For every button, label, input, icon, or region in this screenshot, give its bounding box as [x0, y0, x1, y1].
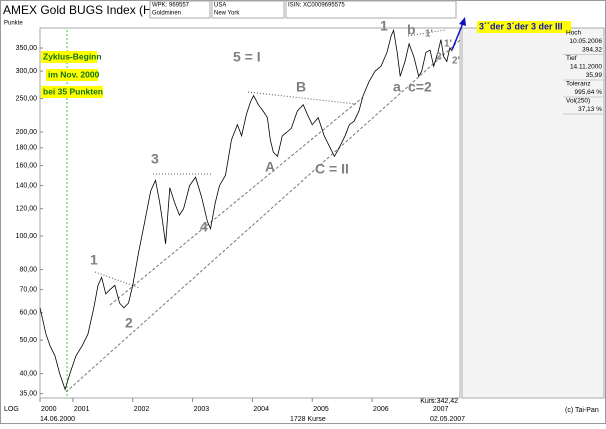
y-tick-label: 250,00: [16, 95, 38, 102]
info-text: 37,13 %: [578, 106, 602, 113]
highlight: [41, 86, 103, 98]
header-box: [211, 0, 285, 19]
arrow-head: [459, 17, 466, 26]
wave-label: 5 = I: [233, 49, 261, 65]
x-tick-label: 2004: [253, 406, 269, 413]
header-box: [285, 0, 457, 19]
info-text: 14.11.2000: [570, 64, 602, 71]
header-field: USA: [214, 3, 226, 9]
footer-start: 14.06.2000: [40, 416, 75, 423]
wave-label: 3: [151, 151, 159, 167]
info-text: Toleranz: [566, 81, 591, 88]
y-tick-label: 160,00: [16, 162, 38, 169]
x-tick-label: 2003: [194, 406, 210, 413]
header-field: Goldminen: [152, 11, 181, 17]
wave-label: 1: [90, 252, 98, 268]
annotation: im Nov. 2000: [48, 69, 100, 79]
header-field: ISIN: XC0009695575: [288, 3, 345, 9]
y-tick-label: 300,00: [16, 68, 38, 75]
y-tick-label: 140,00: [16, 182, 38, 189]
y-tick-label: 35,00: [19, 390, 37, 397]
footer-count: 1728 Kurse: [290, 416, 326, 423]
trend-line: [65, 39, 461, 393]
arrow: [451, 22, 464, 51]
wave-label: b: [407, 22, 416, 38]
y-tick-label: 60,00: [19, 310, 37, 317]
y-axis-label: Punkte: [4, 21, 23, 27]
y-tick-label: 120,00: [16, 206, 38, 213]
last-price: Kurs:342,42: [420, 398, 458, 405]
wave-label: c=2: [408, 79, 432, 95]
wave-label: 4: [200, 219, 208, 235]
info-text: 995,64 %: [575, 89, 603, 96]
annotation: bei 35 Punkten: [43, 86, 103, 96]
wave-label: a: [393, 79, 401, 95]
highlight: [46, 69, 98, 81]
wave-label: 2': [452, 56, 460, 67]
resistance-line: [407, 29, 446, 37]
y-tick-label: 180,00: [16, 145, 38, 152]
plot-area: [39, 27, 461, 399]
wave-label: 2': [436, 52, 444, 63]
header-box: [149, 0, 211, 19]
x-tick-label: 2002: [134, 406, 150, 413]
wave-label: 1: [380, 18, 388, 34]
annotation: 3´´der 3´der 3 der III: [479, 21, 563, 31]
info-text: Vol(250): [566, 98, 590, 105]
wave-label: 1': [425, 29, 433, 40]
y-tick-label: 200,00: [16, 129, 38, 136]
price-line: [39, 28, 453, 391]
annotation: Zyklus-Beginn: [43, 51, 102, 61]
y-tick-label: 50,00: [19, 337, 37, 344]
y-tick-label: 40,00: [19, 370, 37, 377]
wave-label: 2: [125, 315, 133, 331]
copyright: (c) Tai-Pan: [565, 407, 599, 414]
y-tick-label: 350,00: [16, 45, 38, 52]
header-field: New York: [214, 11, 240, 17]
highlight: [477, 21, 571, 33]
info-panel: [461, 27, 605, 399]
x-tick-label: 2007: [433, 406, 449, 413]
wave-label: C = II: [315, 161, 349, 177]
footer-end: 02.05.2007: [430, 416, 465, 423]
info-text: Tief: [566, 55, 577, 62]
info-text: 394,32: [582, 47, 602, 54]
trend-line: [109, 97, 363, 306]
x-tick-label: 2000: [41, 406, 57, 413]
wave-label: 1': [444, 39, 452, 50]
y-tick-label: 70,00: [19, 286, 37, 293]
y-tick-label: 100,00: [16, 233, 38, 240]
wave-label: A: [265, 159, 275, 175]
x-tick-label: 2006: [373, 406, 389, 413]
info-text: 10.05.2006: [569, 38, 602, 45]
resistance-line: [247, 91, 357, 105]
chart-title: AMEX Gold BUGS Index (HUI): [3, 3, 168, 17]
scale-label: LOG: [4, 406, 19, 413]
info-text: 35,99: [586, 72, 603, 79]
wave-label: B: [296, 79, 306, 95]
y-tick-label: 80,00: [19, 266, 37, 273]
plot: 35,00 40,00 50,00 60,00 70,00 80,00 100,00 120,…: [16, 28, 453, 413]
header-field: WPK: 969557: [152, 3, 190, 9]
info-text: Hoch: [566, 30, 582, 37]
highlight: [41, 51, 97, 63]
x-tick-label: 2001: [74, 406, 90, 413]
x-tick-label: 2005: [313, 406, 329, 413]
